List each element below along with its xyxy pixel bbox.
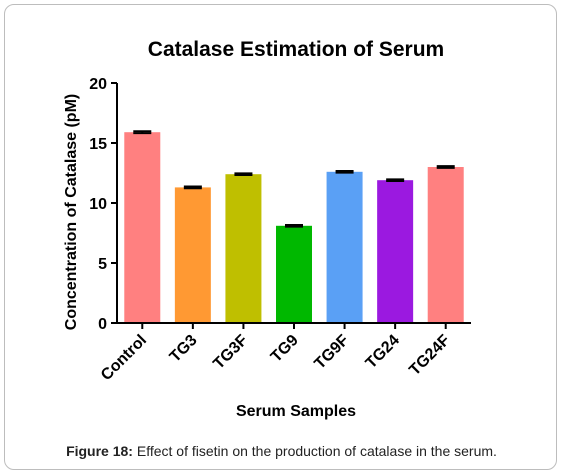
chart-title: Catalase Estimation of Serum [148, 38, 444, 61]
bar [427, 167, 464, 322]
y-tick-label: 15 [89, 136, 107, 153]
y-tick-label: 20 [89, 76, 107, 93]
bar [225, 174, 262, 322]
bar [326, 171, 363, 322]
x-tick-label: TG9F [311, 332, 352, 373]
bar [174, 187, 211, 322]
x-tick-label: TG24 [363, 332, 403, 372]
bar [124, 132, 161, 322]
x-tick-label: TG3 [167, 332, 201, 366]
chart: Catalase Estimation of Serum Concentrati… [63, 38, 471, 420]
y-tick-label: 10 [89, 196, 107, 213]
figure-caption: Figure 18: Effect of fisetin on the prod… [0, 443, 563, 459]
bar [276, 225, 312, 322]
y-axis-label: Concentration of Catalase (pM) [63, 94, 80, 330]
caption-label: Figure 18: [66, 443, 133, 459]
x-tick-label: TG9 [268, 332, 302, 366]
bar [377, 180, 414, 322]
x-tick-label: Control [98, 332, 150, 384]
plot-area: 0 5 10 15 20 Control TG3 TG3F TG9 TG9F TG24 TG24F [89, 76, 471, 384]
caption-text: Effect of fisetin on the production of c… [132, 443, 497, 459]
y-tick-label: 5 [98, 256, 107, 273]
x-axis-label: Serum Samples [236, 403, 356, 420]
y-tick-label: 0 [98, 316, 107, 333]
x-tick-label: TG24F [406, 332, 453, 379]
x-tick-label: TG3F [210, 332, 251, 373]
